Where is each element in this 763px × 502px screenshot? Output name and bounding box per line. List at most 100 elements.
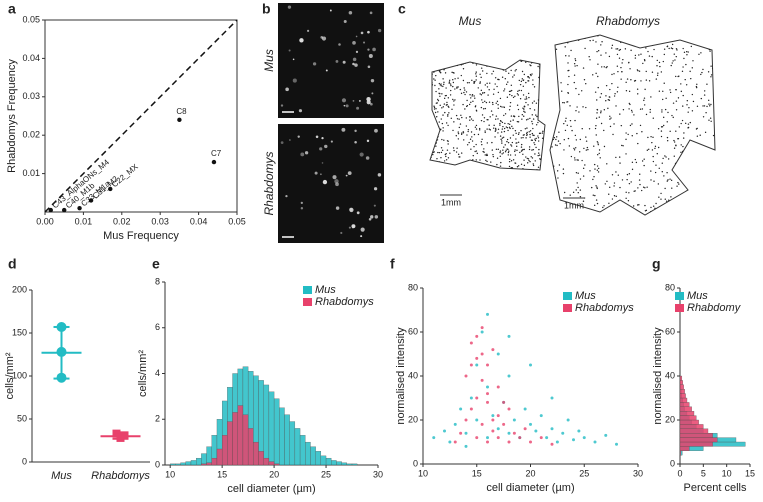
cell-dot bbox=[479, 81, 481, 83]
cell-dot bbox=[454, 99, 456, 101]
cell-dot bbox=[569, 105, 571, 107]
cell-dot bbox=[523, 148, 525, 151]
cell-dot bbox=[531, 132, 534, 135]
cell-dot bbox=[599, 96, 601, 98]
cell-dot bbox=[710, 194, 712, 196]
cell-dot bbox=[555, 186, 557, 188]
cell-dot bbox=[501, 128, 504, 130]
cell-dot bbox=[458, 126, 461, 129]
hist-bar bbox=[263, 384, 270, 466]
cell-dot bbox=[503, 146, 505, 148]
cell-dot bbox=[537, 140, 540, 142]
cell-dot bbox=[643, 99, 645, 102]
cell-spot bbox=[321, 162, 324, 164]
cell-dot bbox=[567, 92, 570, 94]
cell-dot bbox=[476, 152, 478, 155]
cell-dot bbox=[690, 77, 692, 80]
cell-dot bbox=[444, 94, 447, 97]
cell-dot bbox=[691, 170, 693, 172]
cell-dot bbox=[687, 123, 690, 125]
cell-dot bbox=[603, 66, 605, 68]
cell-dot bbox=[645, 79, 648, 81]
cell-dot bbox=[515, 142, 517, 144]
x-tick-label: 25 bbox=[321, 469, 331, 479]
cell-dot bbox=[438, 60, 440, 62]
cell-spot bbox=[304, 151, 309, 155]
y-tick-label: 50 bbox=[17, 413, 27, 423]
cell-dot bbox=[517, 94, 520, 96]
cell-dot bbox=[521, 78, 524, 80]
cell-dot bbox=[610, 117, 612, 119]
diagonal-line bbox=[44, 19, 238, 213]
cell-dot bbox=[680, 122, 682, 125]
cell-dot bbox=[498, 78, 500, 81]
cell-dot bbox=[531, 102, 534, 104]
cell-dot bbox=[666, 45, 668, 48]
cell-dot bbox=[606, 163, 608, 165]
cell-dot bbox=[434, 121, 437, 124]
cell-dot bbox=[598, 149, 601, 151]
cell-dot bbox=[607, 107, 609, 110]
cell-dot bbox=[563, 139, 565, 141]
cell-dot bbox=[527, 92, 530, 95]
cell-dot bbox=[433, 151, 435, 153]
cell-dot bbox=[615, 105, 617, 107]
cell-dot bbox=[493, 88, 495, 90]
y-tick-label: 60 bbox=[408, 326, 418, 336]
cell-dot bbox=[475, 110, 478, 112]
cell-dot bbox=[443, 103, 446, 105]
cell-dot bbox=[643, 97, 646, 99]
cell-dot bbox=[680, 144, 682, 146]
cell-dot bbox=[555, 136, 558, 138]
cell-dot bbox=[707, 71, 710, 73]
cell-dot bbox=[607, 99, 610, 101]
cell-dot bbox=[623, 38, 625, 41]
cell-dot bbox=[593, 176, 595, 178]
cell-dot bbox=[475, 79, 477, 81]
cell-dot bbox=[677, 203, 679, 205]
cell-dot bbox=[643, 59, 646, 61]
cell-dot bbox=[685, 159, 688, 161]
cell-dot bbox=[643, 164, 645, 167]
cell-dot bbox=[688, 107, 690, 109]
cell-dot bbox=[558, 131, 560, 133]
cell-dot bbox=[512, 127, 514, 130]
cell-dot bbox=[443, 83, 445, 86]
cell-dot bbox=[523, 73, 526, 76]
cell-dot bbox=[525, 61, 527, 63]
cell-dot bbox=[505, 126, 508, 128]
cell-spot bbox=[298, 109, 303, 113]
cell-dot bbox=[613, 123, 615, 125]
point-label: C8 bbox=[176, 107, 187, 116]
cell-dot bbox=[624, 210, 627, 212]
cell-dot bbox=[672, 60, 674, 62]
cell-dot bbox=[480, 89, 483, 92]
cell-dot bbox=[526, 127, 528, 129]
cell-dot bbox=[480, 94, 483, 96]
cell-dot bbox=[488, 128, 491, 130]
cell-spot bbox=[367, 48, 370, 51]
cell-dot bbox=[670, 64, 672, 67]
point bbox=[112, 429, 121, 438]
cell-dot bbox=[530, 74, 532, 77]
point bbox=[534, 429, 538, 433]
cell-dot bbox=[440, 72, 442, 74]
cell-dot bbox=[528, 77, 531, 79]
cell-dot bbox=[498, 63, 500, 65]
cell-dot bbox=[695, 128, 698, 130]
hist-bar bbox=[221, 435, 228, 466]
cell-dot bbox=[434, 79, 436, 81]
cell-dot bbox=[647, 136, 649, 139]
cell-spot bbox=[342, 60, 346, 64]
cell-dot bbox=[709, 50, 711, 52]
legend-label: Mus bbox=[687, 290, 708, 302]
cell-dot bbox=[482, 167, 484, 170]
cell-dot bbox=[483, 148, 485, 150]
point bbox=[507, 334, 511, 338]
cell-spot bbox=[280, 141, 284, 144]
cell-dot bbox=[530, 156, 532, 158]
cell-dot bbox=[672, 116, 674, 119]
cell-dot bbox=[630, 109, 633, 112]
cell-spot bbox=[330, 140, 333, 143]
cell-dot bbox=[474, 60, 476, 63]
